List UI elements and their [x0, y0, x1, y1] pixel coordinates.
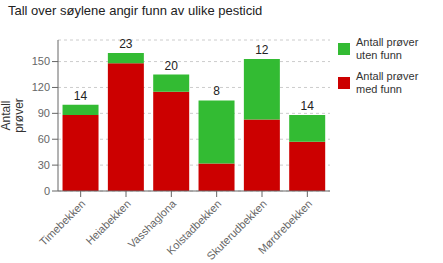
svg-text:14: 14 — [301, 99, 315, 113]
html-text:Antall prøver: Antall prøver — [356, 36, 419, 48]
svg-text:90: 90 — [38, 107, 50, 119]
html-text:Tall over søylene angir funn a: Tall over søylene angir funn av ulike pe… — [8, 3, 263, 18]
svg-text:8: 8 — [213, 84, 220, 98]
svg-text:120: 120 — [32, 81, 50, 93]
svg-text:Heiabekken: Heiabekken — [83, 197, 133, 247]
svg-text:30: 30 — [38, 159, 50, 171]
svg-text:0: 0 — [44, 185, 50, 197]
html-text:Antall prøver: Antall prøver — [356, 70, 419, 82]
svg-text:Antallprøver: Antallprøver — [8, 98, 26, 133]
svg-text:Kolstadbekken: Kolstadbekken — [164, 197, 224, 257]
html-text:uten funn: uten funn — [356, 49, 402, 61]
svg-text:14: 14 — [74, 89, 88, 103]
svg-text:20: 20 — [165, 59, 179, 73]
svg-text:150: 150 — [32, 55, 50, 67]
svg-text:Mørdrebekken: Mørdrebekken — [256, 197, 315, 256]
svg-text:Skuterudbekken: Skuterudbekken — [204, 197, 269, 263]
svg-text:Vasshaglona: Vasshaglona — [125, 197, 179, 251]
html-text:med funn: med funn — [356, 83, 402, 95]
svg-text:12: 12 — [255, 43, 269, 57]
svg-text:60: 60 — [38, 133, 50, 145]
svg-text:23: 23 — [119, 37, 133, 51]
svg-text:Timebekken: Timebekken — [37, 197, 88, 248]
